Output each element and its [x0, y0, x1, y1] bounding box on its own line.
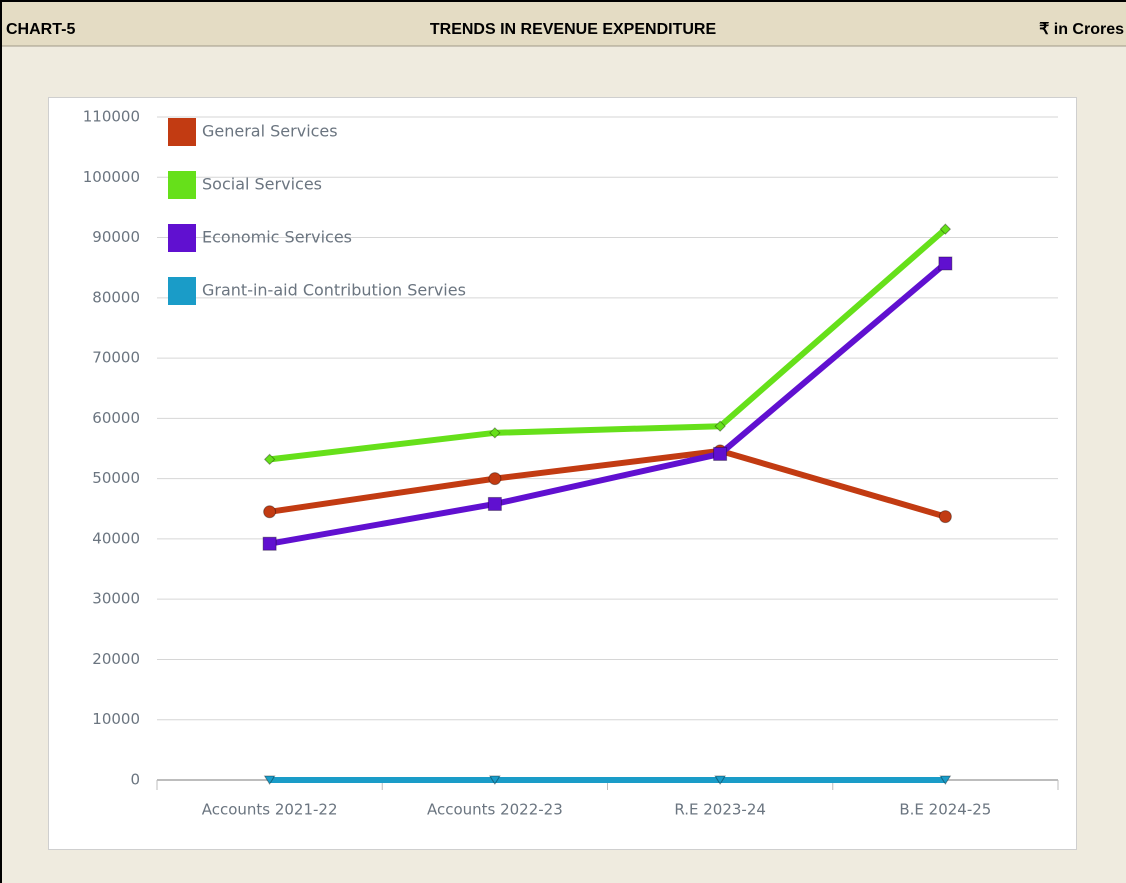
series-line: [269, 226, 948, 463]
y-tick-label: 40000: [92, 529, 140, 547]
point: [487, 496, 502, 511]
chart-title: TRENDS IN REVENUE EXPENDITURE: [430, 21, 717, 38]
legend-swatch: [168, 224, 196, 252]
y-tick-label: 110000: [83, 108, 140, 126]
point: [489, 427, 501, 439]
legend-swatch: [168, 277, 196, 305]
y-tick-label: 30000: [92, 590, 140, 608]
header-bar: [0, 0, 1126, 46]
point: [939, 775, 952, 785]
x-tick-label: B.E 2024-25: [899, 801, 991, 819]
y-tick-label: 20000: [92, 650, 140, 668]
point: [488, 472, 502, 486]
point: [939, 223, 952, 235]
point: [263, 775, 276, 785]
x-tick-label: Accounts 2022-23: [427, 801, 563, 819]
x-tick-label: Accounts 2021-22: [202, 801, 338, 819]
y-tick-label: 50000: [92, 469, 140, 487]
point: [263, 505, 277, 519]
point: [938, 510, 952, 524]
y-tick-label: 90000: [92, 228, 140, 246]
chart-box: [48, 97, 1077, 850]
y-tick-label: 10000: [92, 710, 140, 728]
point: [488, 775, 501, 785]
series-line: [269, 261, 948, 547]
legend-label: General Services: [202, 122, 338, 141]
x-tick-label: R.E 2023-24: [674, 801, 766, 819]
y-tick-label: 80000: [92, 288, 140, 306]
legend-label: Economic Services: [202, 228, 352, 247]
series-line: [269, 447, 947, 520]
legend-label: Grant-in-aid Contribution Servies: [202, 281, 466, 300]
y-tick-label: 0: [130, 771, 140, 789]
legend-swatch: [168, 171, 196, 199]
point: [262, 536, 277, 551]
unit-note: ₹ in Crores: [1039, 21, 1124, 38]
point: [714, 775, 727, 785]
legend-label: Social Services: [202, 175, 322, 194]
point: [714, 420, 726, 432]
y-tick-label: 70000: [92, 349, 140, 367]
point: [938, 256, 953, 271]
legend-swatch: [168, 118, 196, 146]
point: [263, 453, 276, 466]
chart-label: CHART-5: [6, 21, 75, 38]
y-tick-label: 60000: [92, 409, 140, 427]
y-tick-label: 100000: [83, 168, 140, 186]
point: [713, 446, 728, 461]
